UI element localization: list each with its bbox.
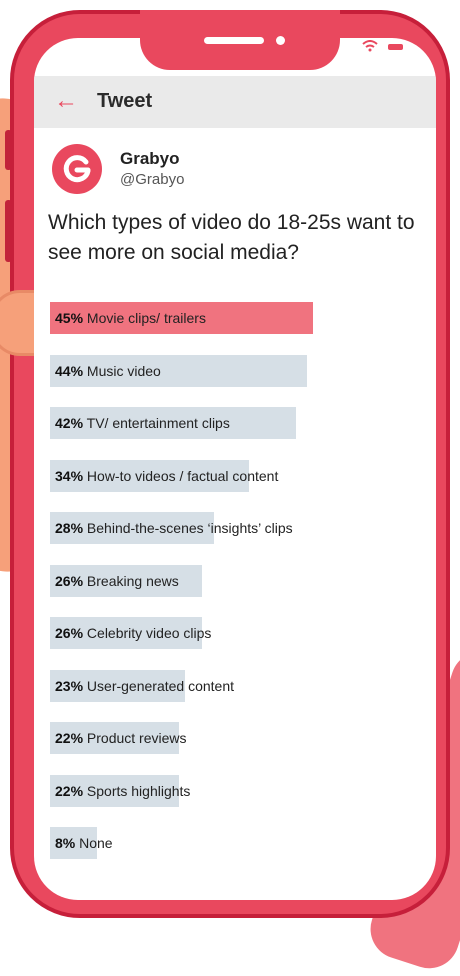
- poll-bar-category: Behind-the-scenes ‘insights’ clips: [83, 520, 293, 536]
- poll-bar-label: 34% How-to videos / factual content: [55, 468, 278, 484]
- poll-bar-label: 42% TV/ entertainment clips: [55, 415, 230, 431]
- tweet-question: Which types of video do 18-25s want to s…: [48, 211, 415, 264]
- avatar[interactable]: [52, 144, 102, 194]
- grabyo-logo-icon: [63, 155, 91, 183]
- poll-bar-category: Movie clips/ trailers: [83, 310, 206, 326]
- poll-bar-label: 26% Breaking news: [55, 573, 179, 589]
- poll-bar-value: 34%: [55, 467, 84, 484]
- poll-bar-value: 26%: [55, 625, 84, 641]
- poll-bar-value: 22%: [55, 730, 84, 746]
- wifi-icon: [362, 40, 378, 52]
- poll-bar-category: Sports highlights: [83, 782, 191, 799]
- poll-bar-category: TV/ entertainment clips: [83, 415, 230, 431]
- account-handle[interactable]: @Grabyo: [120, 171, 185, 188]
- poll-bar-value: 42%: [55, 415, 84, 431]
- poll-bar: [50, 564, 203, 597]
- poll-bar: [50, 669, 185, 702]
- poll-bar: [50, 354, 308, 387]
- poll-bar-label: 23% User-generated content: [55, 678, 234, 694]
- poll-bar: [50, 302, 314, 334]
- camera: [276, 36, 285, 45]
- poll-bar-label: 28% Behind-the-scenes ‘insights’ clips: [55, 520, 293, 536]
- poll-bar-label: 8% None: [55, 835, 113, 851]
- poll-bar-value: 23%: [55, 677, 84, 694]
- tweet-header: ← Tweet: [34, 76, 436, 128]
- poll-bar-value: 28%: [55, 520, 84, 536]
- poll-bar-label: 44% Music video: [55, 363, 161, 379]
- poll-bar-value: 44%: [55, 362, 84, 379]
- poll-bar-category: User-generated content: [83, 677, 235, 694]
- side-button-1: [5, 130, 12, 170]
- poll-bar-category: Celebrity video clips: [83, 625, 212, 641]
- poll-bar-label: 22% Product reviews: [55, 730, 187, 746]
- poll-bar: [50, 617, 203, 649]
- account-name[interactable]: Grabyo: [120, 149, 180, 168]
- poll-bar-label: 22% Sports highlights: [55, 783, 190, 799]
- arrow-left-icon[interactable]: ←: [54, 87, 78, 114]
- poll-bar: [50, 512, 214, 544]
- poll-bar-value: 8%: [55, 835, 76, 851]
- poll-bar: [50, 774, 179, 807]
- poll-bar-label: 26% Celebrity video clips: [55, 625, 211, 641]
- poll-bar: [50, 407, 296, 439]
- page-title: Tweet: [97, 90, 153, 112]
- poll-bar-value: 22%: [55, 782, 84, 799]
- poll-bar-value: 26%: [55, 572, 84, 589]
- poll-bar-category: None: [75, 835, 113, 851]
- speaker: [204, 37, 264, 44]
- phone-screen: ← Tweet Grabyo @Grabyo Which types of vi…: [34, 38, 436, 900]
- poll-bar-category: How-to videos / factual content: [83, 467, 279, 484]
- poll-bar: [50, 722, 179, 754]
- poll-bar-category: Product reviews: [83, 730, 187, 746]
- poll-bar-label: 45% Movie clips/ trailers: [55, 310, 206, 326]
- poll-bar-value: 45%: [55, 310, 84, 326]
- poll-bar: [50, 827, 97, 859]
- poll-bar: [50, 459, 249, 492]
- poll-bar-category: Breaking news: [83, 572, 179, 589]
- side-button-2: [5, 200, 12, 262]
- poll-bar-category: Music video: [83, 362, 161, 379]
- battery-icon: [388, 44, 403, 50]
